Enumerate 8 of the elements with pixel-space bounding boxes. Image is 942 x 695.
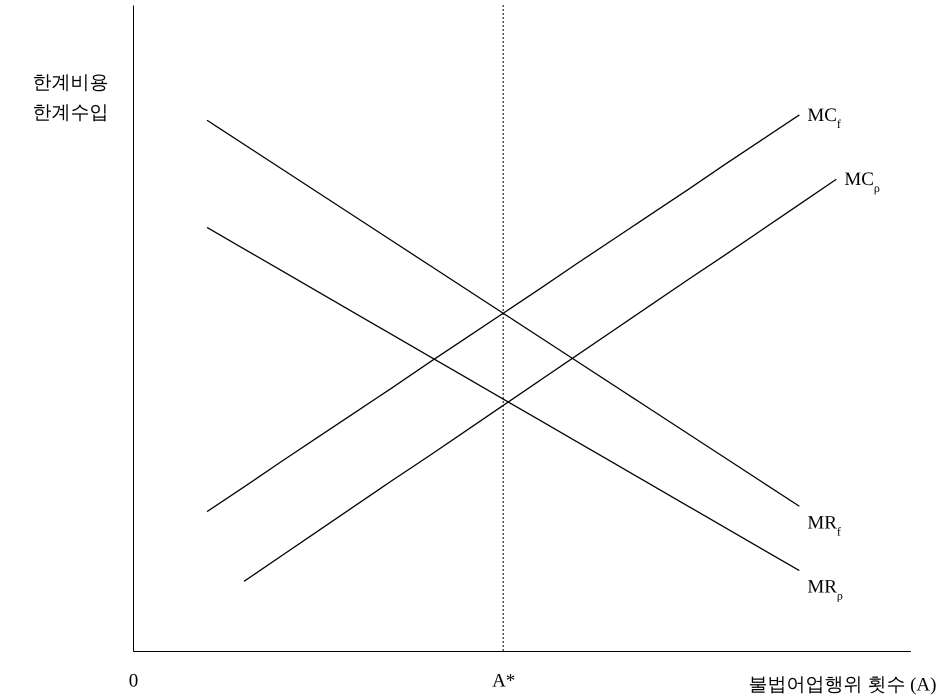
series-label: MC$_{ρ}$ xyxy=(844,169,880,196)
series-label: MR$_{f}$ xyxy=(807,512,841,538)
series-label: MC$_{f}$ xyxy=(807,104,841,131)
series-label: MR$_{ρ}$ xyxy=(807,576,843,603)
x-tick-label: A* xyxy=(492,670,516,692)
y-axis-title: 한계비용 한계수입 xyxy=(32,72,108,124)
x-axis-title: 불법어업행위 횟수 (A) xyxy=(748,674,936,695)
x-tick-label: 0 xyxy=(128,670,138,692)
